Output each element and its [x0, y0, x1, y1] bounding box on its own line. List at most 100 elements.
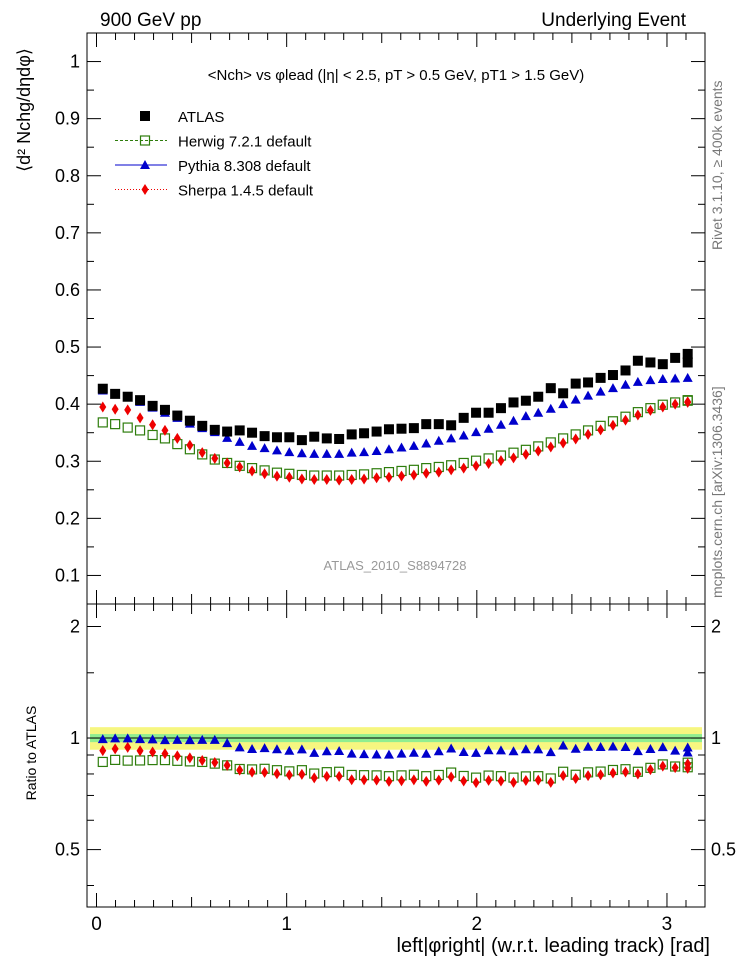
ratio-point [186, 752, 194, 764]
x-tick-label: 3 [662, 914, 673, 935]
ratio-point [97, 734, 108, 744]
ratio-point [684, 762, 692, 774]
ratio-point [247, 744, 258, 754]
ratio-point [495, 745, 506, 755]
data-point [460, 462, 468, 474]
ratio-point [497, 775, 505, 787]
ratio-point [110, 733, 121, 743]
ratio-point [558, 740, 569, 750]
data-point [147, 429, 158, 441]
ratio-point [223, 759, 231, 771]
data-point [310, 474, 318, 486]
data-point [285, 471, 293, 483]
ratio-point [396, 748, 407, 758]
ratio-point [248, 766, 256, 778]
ratio-point [173, 750, 181, 762]
ratio-point [97, 756, 108, 768]
data-point [298, 473, 306, 485]
x-axis-label: left|φright| (w.r.t. leading track) [rad… [397, 935, 710, 957]
ratio-point [646, 764, 654, 776]
data-point [483, 407, 494, 418]
ratio-point [408, 747, 419, 757]
data-point [309, 448, 320, 458]
ratio-point [607, 741, 618, 751]
legend-marker [141, 184, 149, 195]
data-point [223, 457, 231, 469]
data-point [323, 474, 331, 486]
ratio-ylabel: Ratio to ATLAS [23, 706, 39, 801]
data-point [671, 398, 679, 410]
ratio-point [583, 741, 594, 751]
ratio-point [211, 757, 219, 769]
data-point [485, 458, 493, 470]
ratio-series [97, 733, 693, 789]
data-point [159, 404, 170, 415]
legend-label: Herwig 7.2.1 default [178, 134, 312, 151]
data-point [398, 470, 406, 482]
data-point [510, 452, 518, 464]
ratio-point [620, 741, 631, 751]
legend: ATLAS Herwig 7.2.1 default Pythia 8.308 de… [115, 109, 314, 200]
data-point [534, 445, 542, 457]
ratio-point [547, 776, 555, 788]
data-point [495, 403, 506, 414]
data-point [547, 441, 555, 453]
data-point [597, 424, 605, 436]
ratio-point [545, 747, 556, 757]
data-point [122, 422, 133, 433]
ratio-point [447, 771, 455, 783]
data-point [684, 396, 692, 408]
data-point [334, 448, 345, 458]
ratio-point [597, 769, 605, 781]
data-point [346, 429, 357, 440]
legend-label: Pythia 8.308 default [178, 158, 311, 175]
legend-label: Sherpa 1.4.5 default [178, 183, 314, 200]
ratio-point [222, 738, 233, 748]
data-point [559, 437, 567, 449]
data-point [433, 419, 444, 430]
data-point [632, 376, 643, 386]
data-point [211, 452, 219, 464]
data-point [396, 442, 407, 452]
ratio-point [522, 775, 530, 787]
ratio-point [632, 746, 643, 756]
data-point [657, 374, 668, 384]
ratio-point [111, 743, 119, 755]
ratio-point [483, 745, 494, 755]
data-point [645, 375, 656, 385]
data-point [458, 412, 469, 423]
ratio-point [309, 747, 320, 757]
data-point [149, 419, 157, 431]
data-point [186, 439, 194, 451]
ratio-point [398, 775, 406, 787]
data-point [236, 461, 244, 473]
ratio-point [485, 774, 493, 786]
data-point [620, 379, 631, 389]
data-point [271, 445, 282, 455]
ratio-point [147, 734, 158, 744]
data-point [458, 430, 469, 440]
ratio-point [634, 768, 642, 780]
ratio-series-sherpa [99, 741, 692, 789]
series-sherpa [99, 396, 692, 486]
data-point [595, 372, 606, 383]
ratio-point [335, 770, 343, 782]
data-point [383, 444, 394, 454]
data-point [495, 419, 506, 429]
ratio-point [373, 774, 381, 786]
data-point [371, 426, 382, 437]
ratio-point [657, 742, 668, 752]
data-point [296, 448, 307, 458]
ratio-point [645, 744, 656, 754]
ratio-point [259, 743, 270, 753]
ratio-point [122, 755, 133, 766]
data-point [558, 399, 569, 409]
ratio-point [234, 742, 245, 752]
data-point [595, 386, 606, 396]
y-tick-label: 0.8 [55, 166, 80, 186]
ratio-series-pythia [97, 733, 693, 759]
ratio-point [371, 749, 382, 759]
y-tick-label: 0.2 [55, 508, 80, 528]
ratio-point [298, 768, 306, 780]
data-point [122, 391, 133, 402]
